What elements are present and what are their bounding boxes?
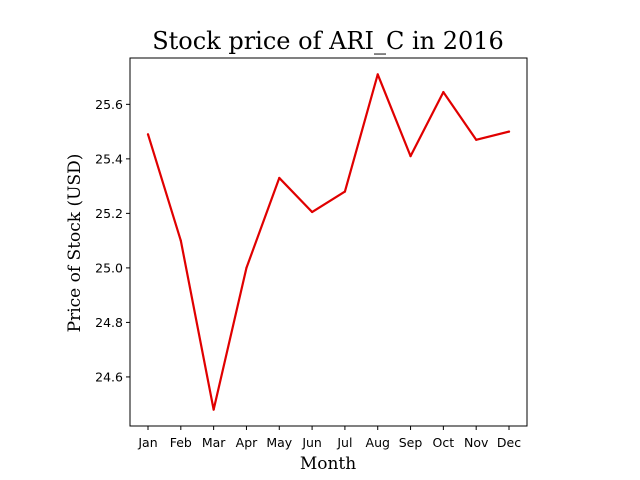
y-tick-label: 25.4: [95, 151, 123, 166]
data-point: [409, 155, 412, 158]
y-tick-label: 24.8: [95, 315, 123, 330]
x-tick-label: Nov: [464, 435, 489, 450]
series-line: [146, 73, 511, 411]
x-tick-label: May: [266, 435, 292, 450]
y-tick-label: 24.6: [95, 369, 123, 384]
x-tick-label: Jan: [137, 435, 157, 450]
x-tick-label: Oct: [433, 435, 455, 450]
plot-area-frame: [129, 57, 528, 427]
x-tick-label: Jul: [336, 435, 352, 450]
x-tick-label: Sep: [399, 435, 423, 450]
y-tick-label: 25.2: [95, 206, 123, 221]
x-tick-label: Mar: [202, 435, 226, 450]
data-point: [475, 138, 478, 141]
x-axis: Jan Feb Mar Apr May Jun Jul Aug Sep Oct Nov Dec: [137, 426, 521, 450]
series-layer: [146, 73, 511, 411]
data-point: [212, 408, 215, 411]
data-point: [146, 133, 150, 136]
y-axis-label: Price of Stock (USD): [65, 154, 85, 333]
x-tick-label: Aug: [366, 435, 390, 450]
x-tick-label: Apr: [236, 435, 258, 450]
x-tick-label: Dec: [497, 435, 521, 450]
data-point: [507, 130, 511, 133]
y-axis: 24.6 24.8 25.0 25.2 25.4 25.6: [95, 97, 130, 384]
data-point: [442, 90, 445, 94]
chart-title: Stock price of ARI_C in 2016: [152, 27, 504, 55]
data-point: [343, 190, 347, 193]
data-point: [310, 210, 314, 214]
x-tick-label: Jun: [301, 435, 322, 450]
data-point: [179, 239, 182, 242]
y-tick-label: 25.0: [95, 260, 123, 275]
x-tick-label: Feb: [170, 435, 192, 450]
data-point: [376, 73, 379, 76]
x-axis-label: Month: [300, 454, 356, 474]
y-tick-label: 25.6: [95, 97, 123, 112]
data-point: [245, 266, 248, 269]
data-point: [278, 176, 281, 180]
